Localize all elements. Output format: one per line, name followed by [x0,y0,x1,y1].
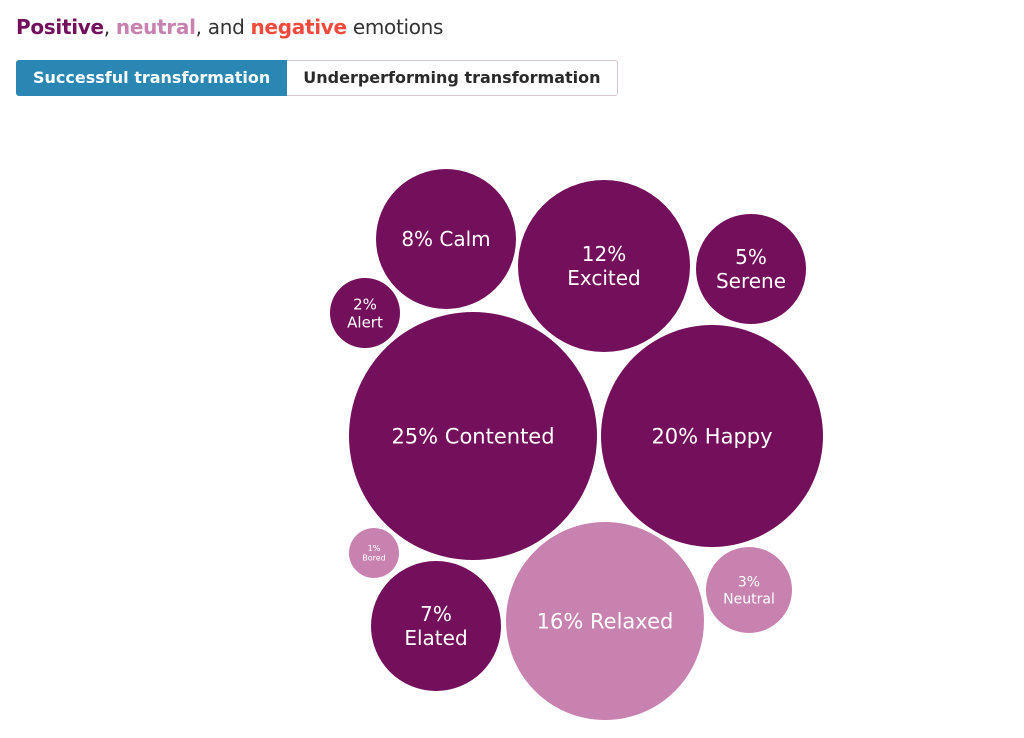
bubble-circle [518,180,690,352]
bubble-value-label: 3% [738,575,760,591]
bubble-happy[interactable]: 20% Happy [601,325,823,547]
bubble-excited[interactable]: 12%Excited [518,180,690,352]
bubble-label: Serene [716,269,786,293]
bubble-label: Neutral [723,591,775,607]
bubble-label: Elated [404,626,467,650]
title-rest: emotions [346,15,444,39]
bubble-value-label: 7% [420,602,452,626]
bubble-circle [330,278,400,348]
bubble-relaxed[interactable]: 16% Relaxed [506,522,704,720]
title-neutral: neutral [115,15,196,39]
bubble-label: Alert [347,313,383,331]
bubble-value-label: 5% [735,245,767,269]
bubble-label: 20% Happy [651,424,772,448]
tab-underperforming-transformation[interactable]: Underperforming transformation [287,60,618,96]
bubble-label: Bored [362,554,386,563]
bubble-bored[interactable]: 1%Bored [349,528,399,578]
bubble-value-label: 12% [582,242,626,266]
title-positive: Positive [16,15,104,39]
bubble-value-label: 2% [353,295,377,313]
chart-title: Positive, neutral, and negative emotions [16,15,443,39]
bubble-neutral[interactable]: 3%Neutral [706,547,792,633]
bubble-circle [349,312,597,560]
bubble-label: 25% Contented [391,424,554,448]
bubble-calm[interactable]: 8% Calm [376,169,516,309]
bubble-circle [696,214,806,324]
title-negative: negative [250,15,348,39]
bubble-circle [376,169,516,309]
bubble-contented[interactable]: 25% Contented [349,312,597,560]
bubble-circle [349,528,399,578]
bubble-elated[interactable]: 7%Elated [371,561,501,691]
bubble-label: 16% Relaxed [537,609,674,633]
bubble-label: 8% Calm [401,227,490,251]
bubble-circle [506,522,704,720]
tab-successful-transformation[interactable]: Successful transformation [16,60,288,96]
title-sep2: , and [195,15,251,39]
bubble-serene[interactable]: 5%Serene [696,214,806,324]
bubble-circle [706,547,792,633]
transformation-tabs: Successful transformation Underperformin… [16,60,618,96]
bubble-value-label: 1% [368,544,381,553]
bubble-circle [601,325,823,547]
bubble-alert[interactable]: 2%Alert [330,278,400,348]
bubble-circle [371,561,501,691]
bubble-label: Excited [567,266,641,290]
title-sep1: , [103,15,116,39]
